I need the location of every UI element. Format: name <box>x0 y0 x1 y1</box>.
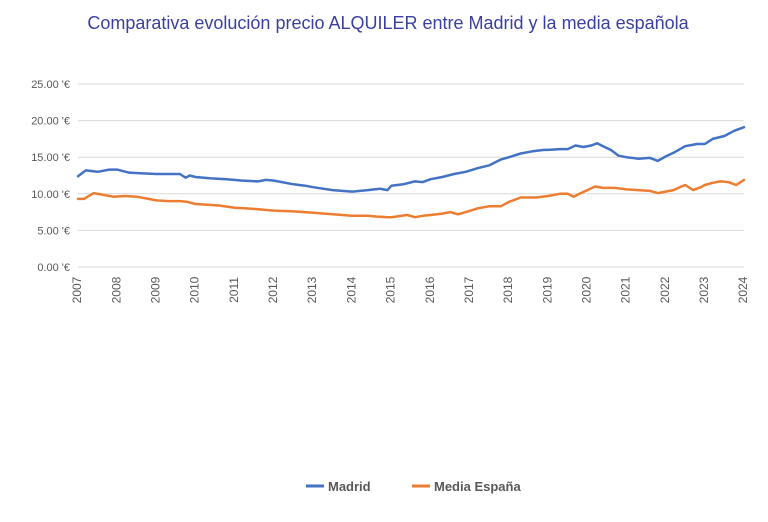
y-tick-label: 0.00 '€ <box>37 262 70 274</box>
x-axis-ticks: 2007 2008 2009 2010 2011 2012 2013 2014 2015 2016… <box>70 276 750 303</box>
chart-title: Comparativa evolución precio ALQUILER en… <box>87 13 689 33</box>
x-tick-label: 2012 <box>266 276 280 303</box>
x-tick-label: 2014 <box>344 276 358 303</box>
x-tick-label: 2008 <box>109 276 123 303</box>
x-tick-label: 2021 <box>619 276 633 303</box>
x-tick-label: 2013 <box>305 276 319 303</box>
x-tick-label: 2007 <box>70 276 84 303</box>
x-tick-label: 2015 <box>384 276 398 303</box>
x-tick-label: 2023 <box>697 276 711 303</box>
y-tick-label: 10.00 '€ <box>31 189 70 201</box>
x-tick-label: 2020 <box>579 276 593 303</box>
series-line-media-espana <box>76 178 746 219</box>
x-tick-label: 2022 <box>658 276 672 303</box>
legend-label: Media España <box>434 479 521 494</box>
y-tick-label: 15.00 '€ <box>31 152 70 164</box>
legend: Madrid Media España <box>306 479 521 494</box>
series-line-madrid <box>76 125 746 193</box>
x-tick-label: 2018 <box>501 276 515 303</box>
y-tick-label: 25.00 '€ <box>31 79 70 91</box>
x-tick-label: 2009 <box>149 276 163 303</box>
x-tick-label: 2016 <box>423 276 437 303</box>
series-lines <box>76 125 746 219</box>
x-tick-label: 2010 <box>188 276 202 303</box>
y-tick-label: 20.00 '€ <box>31 116 70 128</box>
x-tick-label: 2011 <box>227 277 241 303</box>
x-tick-label: 2024 <box>736 276 750 303</box>
y-tick-label: 5.00 '€ <box>37 225 70 237</box>
legend-label: Madrid <box>328 479 371 494</box>
x-tick-label: 2019 <box>540 276 554 303</box>
y-axis-ticks: 0.00 '€ 5.00 '€ 10.00 '€ 15.00 '€ 20.00 '€ 25… <box>31 79 70 274</box>
gridlines <box>78 83 744 268</box>
x-tick-label: 2017 <box>462 276 476 303</box>
